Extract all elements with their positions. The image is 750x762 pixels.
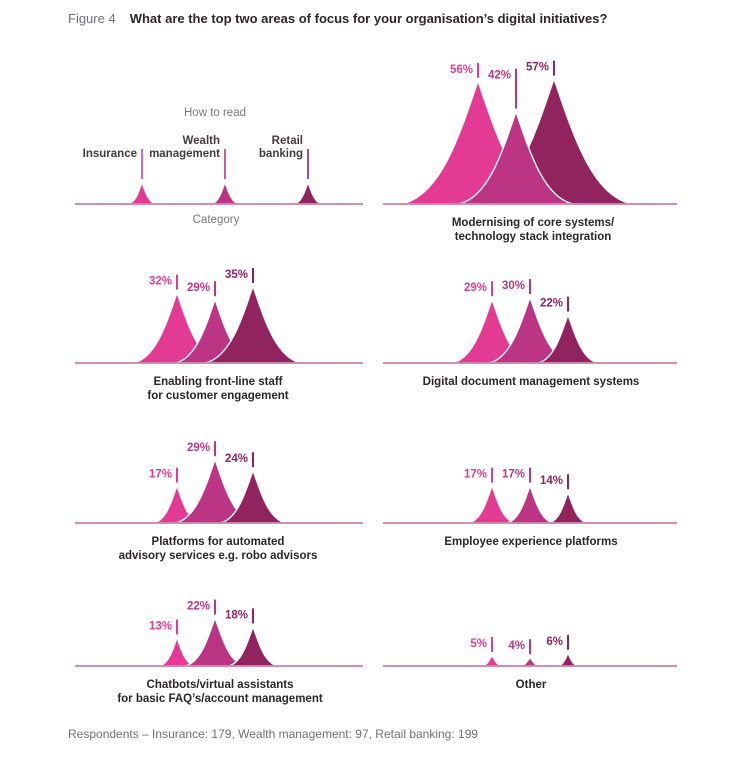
peak-retail-banking — [548, 491, 588, 524]
value-label: 29% — [187, 442, 210, 454]
chart-panel-2: 29% 30% 22% — [383, 279, 677, 364]
chart-panel-0: 56% 42% 57% — [383, 60, 677, 205]
legend-label-retail-banking: Retail banking — [258, 135, 303, 160]
chart-caption-robo-advisors: Platforms for automated advisory service… — [119, 536, 318, 563]
peak-wealth-management — [506, 484, 554, 524]
peak-insurance — [481, 654, 503, 667]
peak-insurance — [158, 636, 196, 667]
caption-line: technology stack integration — [454, 230, 612, 243]
value-label: 17% — [149, 469, 172, 481]
peak-wealth-management — [458, 110, 574, 205]
value-label: 29% — [187, 282, 210, 294]
figure-label: Figure 4 — [68, 11, 116, 26]
chart-caption-other: Other — [516, 679, 547, 693]
value-label: 17% — [464, 469, 487, 481]
value-label: 29% — [464, 282, 487, 294]
respondents-footnote: Respondents – Insurance: 179, Wealth man… — [68, 727, 479, 741]
caption-line: Enabling front-line staff — [153, 376, 283, 388]
legend-panel — [75, 149, 363, 205]
chart-panel-6: 5% 4% 6% — [383, 634, 677, 667]
value-label: 5% — [470, 638, 487, 650]
value-label: 42% — [488, 70, 511, 82]
peak-wealth-management — [519, 656, 541, 667]
peak-retail-banking — [204, 285, 302, 364]
value-label: 35% — [225, 269, 248, 281]
chart-caption-chatbots: Chatbots/virtual assistants for basic FA… — [117, 679, 322, 706]
figure-question: What are the top two areas of focus for … — [129, 11, 608, 26]
caption-line: Employee experience platforms — [444, 536, 618, 548]
value-label: 13% — [149, 620, 172, 632]
value-label: 6% — [546, 636, 563, 648]
caption-line: Modernising of core systems/ — [451, 217, 615, 229]
value-label: 57% — [526, 62, 549, 74]
peak-retail-banking — [219, 469, 287, 524]
chart-panel-4: 17% 17% 14% — [383, 467, 677, 524]
caption-line: for basic FAQ’s/account management — [117, 692, 323, 705]
value-label: 17% — [502, 469, 525, 481]
caption-line: Platforms for automated — [151, 536, 285, 548]
caption-line: advisory services e.g. robo advisors — [118, 549, 318, 562]
caption-line: for customer engagement — [147, 389, 289, 402]
figure-header: Figure 4 What are the top two areas of f… — [68, 11, 607, 26]
caption-line: Other — [515, 679, 547, 691]
legend-peak-retail-banking — [293, 181, 323, 205]
legend-category: Category — [192, 214, 240, 226]
chart-panel-1: 32% 29% 35% — [75, 268, 363, 364]
caption-line: Chatbots/virtual assistants — [146, 679, 294, 691]
value-label: 56% — [450, 64, 473, 76]
value-label: 22% — [540, 298, 563, 310]
value-label: 14% — [540, 475, 563, 487]
legend-label-wealth-management: Wealth management — [149, 135, 220, 160]
peak-retail-banking — [537, 313, 599, 364]
chart-panel-3: 17% 29% 24% — [75, 441, 363, 524]
value-label: 4% — [508, 640, 525, 652]
chart-caption-digital-document: Digital document management systems — [423, 376, 640, 390]
value-label: 30% — [502, 280, 525, 292]
chart-caption-modernising: Modernising of core systems/ technology … — [452, 217, 614, 244]
legend-peak-wealth-management — [210, 181, 240, 205]
legend-label-insurance: Insurance — [82, 148, 137, 160]
peak-retail-banking — [227, 625, 279, 667]
caption-line: Digital document management systems — [422, 376, 640, 388]
value-label: 18% — [225, 609, 248, 621]
chart-panel-5: 13% 22% 18% — [75, 599, 363, 667]
chart-caption-employee-experience: Employee experience platforms — [444, 536, 617, 550]
peak-wealth-management — [184, 616, 246, 667]
peak-insurance — [468, 484, 516, 524]
peak-retail-banking — [557, 652, 579, 667]
value-label: 24% — [225, 453, 248, 465]
legend-peak-insurance — [127, 181, 157, 205]
chart-caption-front-line-staff: Enabling front-line staff for customer e… — [147, 376, 288, 403]
value-label: 22% — [187, 601, 210, 613]
value-label: 32% — [149, 276, 172, 288]
legend-how-to-read: How to read — [183, 107, 247, 119]
